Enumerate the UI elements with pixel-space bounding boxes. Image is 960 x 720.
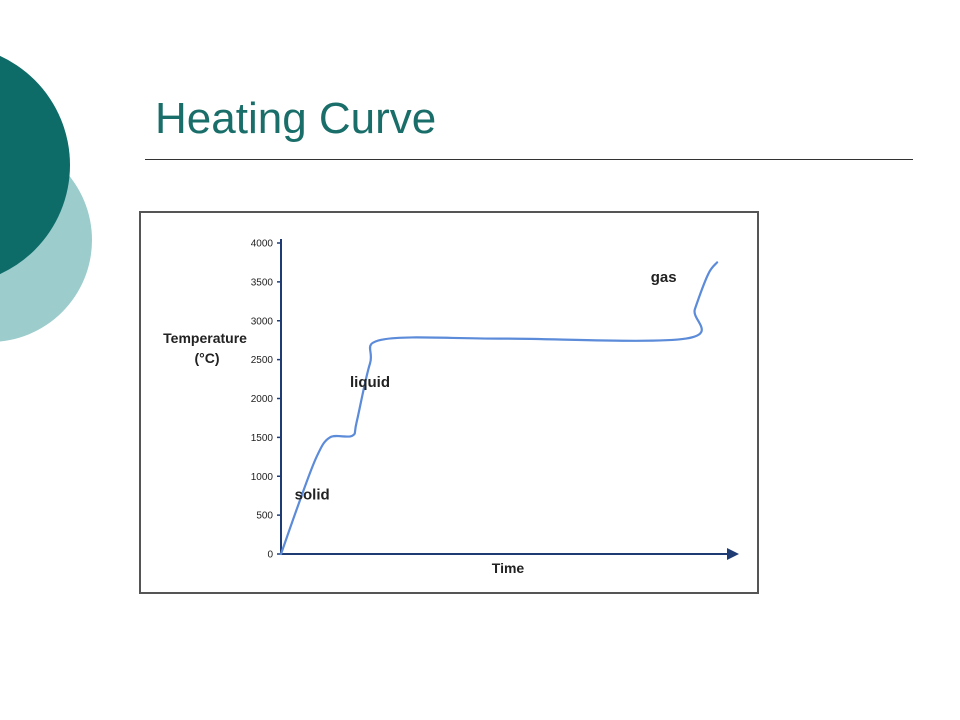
y-axis-label-line-2: (°C) [194, 350, 219, 366]
y-tick-label: 1000 [251, 472, 274, 483]
phase-label-solid: solid [295, 487, 330, 504]
heating-curve-line [279, 261, 719, 556]
y-tick-label: 500 [256, 511, 273, 522]
curve-point [716, 261, 718, 263]
y-tick-label: 0 [267, 550, 273, 561]
curve-point [356, 421, 358, 423]
curve-point [694, 308, 696, 310]
curve-point [369, 363, 371, 365]
curve-point [685, 338, 687, 340]
y-tick-label: 1500 [251, 433, 274, 444]
y-tick-label: 2000 [251, 394, 274, 405]
heating-curve-chart: 0 500 1000 1500 2000 2500 3000 3500 4000 Tempera… [163, 239, 739, 576]
y-tick-label: 3000 [251, 316, 274, 327]
y-tick-label: 4000 [251, 239, 274, 250]
y-tick-label: 2500 [251, 355, 274, 366]
phase-label-gas: gas [651, 269, 677, 286]
curve-point [503, 338, 505, 340]
curve-point [316, 456, 318, 458]
x-axis-label: Time [492, 560, 525, 576]
y-tick-label: 3500 [251, 277, 274, 288]
curve-point [351, 435, 353, 437]
x-axis-arrowhead [727, 548, 739, 560]
y-ticks: 0 500 1000 1500 2000 2500 3000 3500 4000 [251, 239, 281, 561]
phase-annotations: solid liquid gas [295, 269, 677, 504]
phase-label-liquid: liquid [350, 374, 390, 391]
dark-teal-circle [0, 55, 70, 275]
decorative-circles [0, 55, 92, 342]
y-axis-label-line-1: Temperature [163, 330, 247, 346]
title-divider [145, 159, 913, 160]
curve-point [707, 273, 709, 275]
chart-frame: 0 500 1000 1500 2000 2500 3000 3500 4000 Tempera… [139, 211, 759, 594]
curve-point [280, 553, 282, 555]
slide-title: Heating Curve [155, 94, 437, 143]
axes [280, 239, 739, 560]
y-axis-label: Temperature (°C) [163, 330, 251, 366]
curve-point [329, 436, 331, 438]
curve-point [382, 338, 384, 340]
curve-points [280, 261, 718, 555]
